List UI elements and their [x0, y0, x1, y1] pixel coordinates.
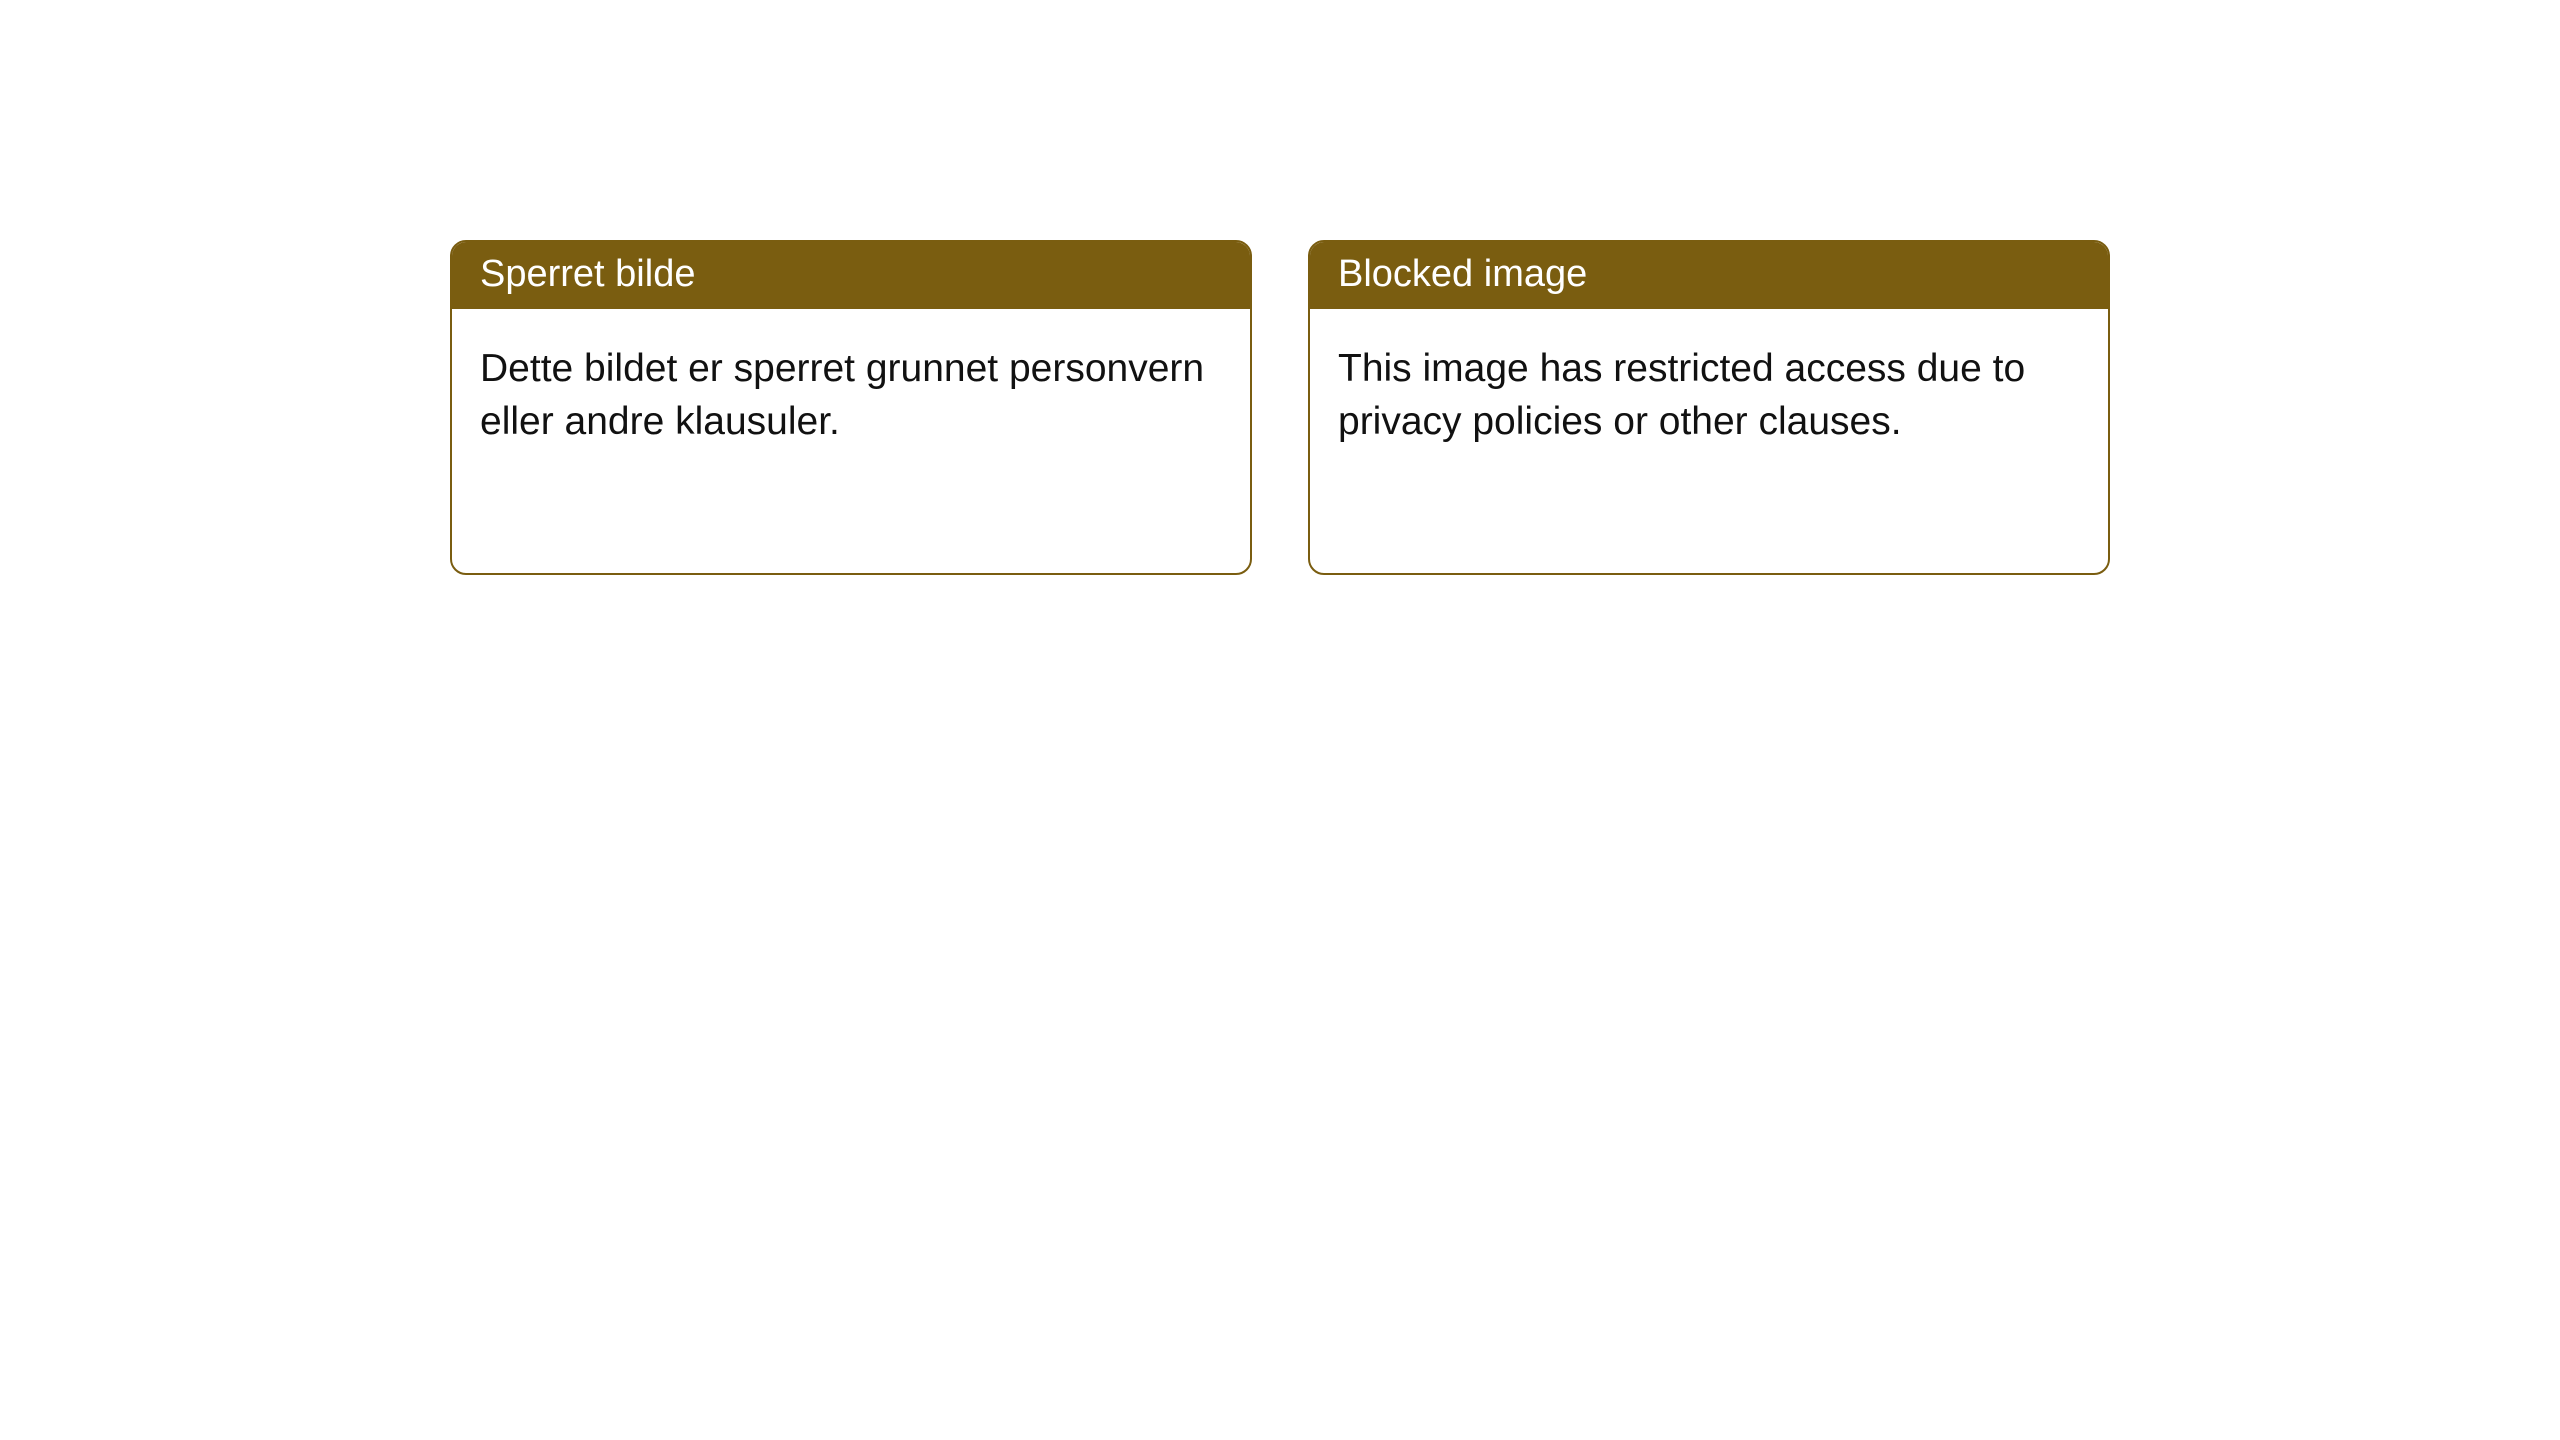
notice-body: Dette bildet er sperret grunnet personve…: [452, 309, 1250, 482]
notice-card-norwegian: Sperret bilde Dette bildet er sperret gr…: [450, 240, 1252, 575]
notice-header: Sperret bilde: [452, 242, 1250, 309]
notice-body-text: Dette bildet er sperret grunnet personve…: [480, 347, 1204, 443]
notice-title: Blocked image: [1338, 253, 1587, 295]
notice-header: Blocked image: [1310, 242, 2108, 309]
notice-body: This image has restricted access due to …: [1310, 309, 2108, 482]
notice-card-english: Blocked image This image has restricted …: [1308, 240, 2110, 575]
notice-title: Sperret bilde: [480, 253, 695, 295]
notice-body-text: This image has restricted access due to …: [1338, 347, 2025, 443]
notice-container: Sperret bilde Dette bildet er sperret gr…: [0, 0, 2560, 575]
